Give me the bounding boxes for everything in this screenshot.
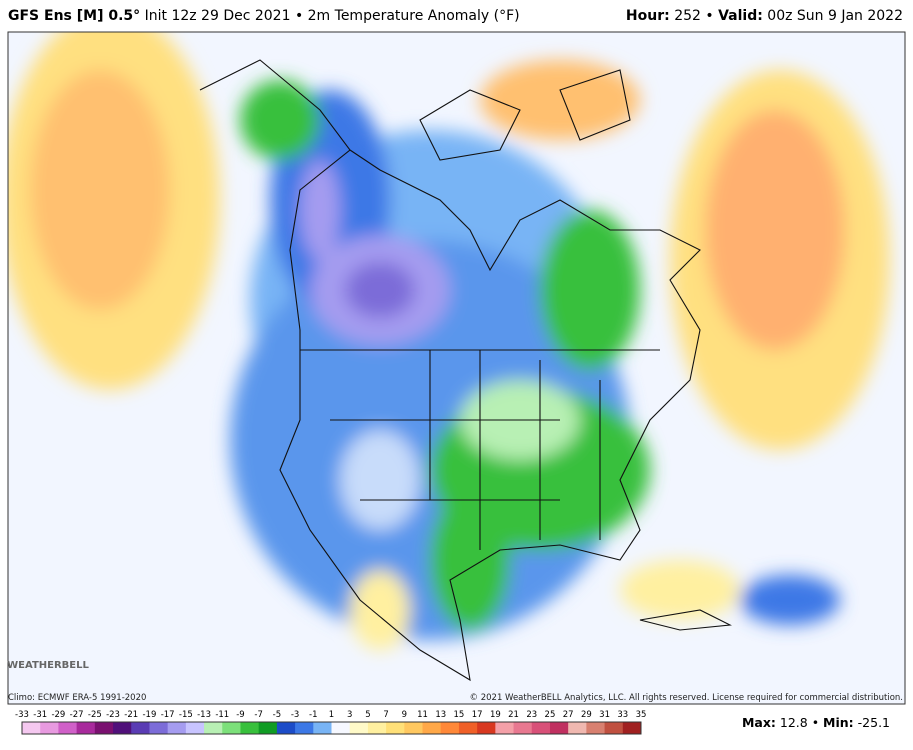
colorbar-swatch [295,722,314,734]
colorbar-label: -33 [15,710,29,720]
colorbar-label: 9 [402,710,407,720]
coastlines [199,59,732,682]
anomaly-field [8,32,905,704]
colorbar-label: 27 [563,710,574,720]
colorbar-swatch [240,722,260,734]
colorbar-label: -15 [179,710,193,720]
colorbar-label: -17 [161,710,175,720]
map-frame [7,31,906,705]
colorbar-swatch [349,722,369,734]
hour-label: Hour: [625,8,670,24]
colorbar-label: 13 [435,710,446,720]
colorbar-label: 33 [617,710,628,720]
colorbar-label: -5 [273,710,281,720]
colorbar-label: 21 [508,710,519,720]
logo: WEATHERBELL [7,660,89,671]
colorbar-label: 29 [581,710,592,720]
colorbar-frame [21,721,642,735]
colorbar-swatch [604,722,624,734]
max-min: Max: 12.8 • Min: -25.1 [742,715,890,730]
copyright: © 2021 WeatherBELL Analytics, LLC. All r… [470,693,903,703]
colorbar-label: -23 [106,710,120,720]
colorbar-swatch [404,722,424,734]
colorbar-label: -11 [215,710,229,720]
colorbar-swatch [422,722,442,734]
colorbar-label: -25 [88,710,102,720]
colorbar-label: 5 [365,710,370,720]
valid-label: Valid: [718,8,763,24]
colorbar-swatch [185,722,205,734]
colorbar-label: 35 [636,710,647,720]
climo: Climo: ECMWF ERA-5 1991-2020 [8,693,146,703]
colorbar-label: 25 [545,710,556,720]
colorbar-swatch [40,722,59,734]
colorbar-label: 17 [472,710,483,720]
colorbar-swatch [149,722,169,734]
colorbar-label: -7 [254,710,262,720]
colorbar-swatch [513,722,533,734]
colorbar-swatch [76,722,96,734]
colorbar-swatch [131,722,150,734]
colorbar-swatch [386,722,405,734]
model: GFS Ens [M] 0.5° [8,8,141,24]
colorbar-swatch [440,722,460,734]
max-label: Max: [742,715,776,730]
max: 12.8 [780,715,808,730]
colorbar-label: -29 [51,710,65,720]
min-label: Min: [823,715,854,730]
colorbar-swatch [495,722,515,734]
colorbar-swatch [477,722,496,734]
separator: • [705,8,714,24]
colorbar-swatch [204,722,223,734]
colorbar-swatch [94,722,114,734]
colorbar-swatch [331,722,351,734]
colorbar-label: -27 [70,710,84,720]
colorbar-swatch [622,722,642,734]
colorbar-label: 19 [490,710,501,720]
hour: 252 [674,8,701,24]
colorbar-swatch [276,722,296,734]
description: Init 12z 29 Dec 2021 • 2m Temperature An… [144,8,520,24]
colorbar-swatch [113,722,132,734]
colorbar-label: 7 [383,710,388,720]
colorbar-swatch [22,722,41,734]
valid: 00z Sun 9 Jan 2022 [767,8,903,24]
colorbar-label: -21 [124,710,138,720]
colorbar-label: -31 [33,710,47,720]
header-right: Hour: 252 • Valid: 00z Sun 9 Jan 2022 [626,8,903,24]
colorbar-swatch [222,722,241,734]
min: -25.1 [858,715,890,730]
colorbar-swatch [531,722,551,734]
colorbar-swatch [586,722,606,734]
colorbar-label: -13 [197,710,211,720]
colorbar-swatch [458,722,478,734]
colorbar-label: -1 [309,710,317,720]
colorbar-label: -3 [291,710,299,720]
colorbar-label: 15 [454,710,465,720]
colorbar-label: -19 [142,710,156,720]
colorbar-label: 11 [417,710,428,720]
header-left: GFS Ens [M] 0.5° Init 12z 29 Dec 2021 • … [8,8,520,24]
colorbar-label: 1 [329,710,334,720]
colorbar-swatch [367,722,387,734]
colorbar-swatch [167,722,187,734]
colorbar-swatch [549,722,569,734]
colorbar-swatch [313,722,332,734]
colorbar-swatch [258,722,278,734]
colorbar-label: 31 [599,710,610,720]
colorbar-swatch [58,722,78,734]
colorbar-label: 23 [526,710,537,720]
colorbar-label: 3 [347,710,352,720]
colorbar-label: -9 [236,710,244,720]
colorbar-swatch [568,722,587,734]
